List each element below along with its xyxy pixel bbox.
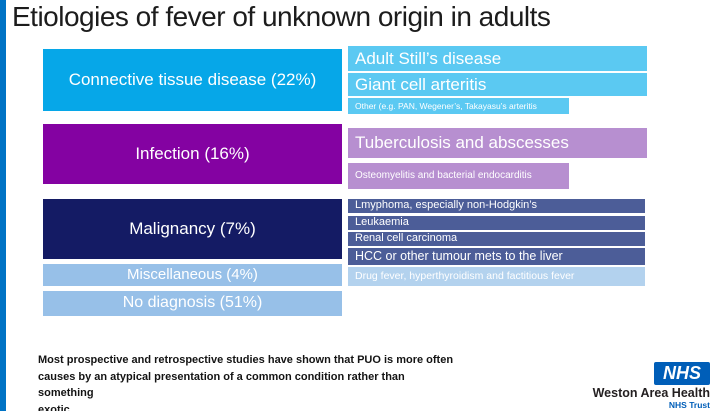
category-box-miscellaneous: Miscellaneous (4%) [43,264,342,286]
category-box-no-diagnosis: No diagnosis (51%) [43,291,342,316]
category-box-malignancy: Malignancy (7%) [43,199,342,259]
category-box-infection: Infection (16%) [43,124,342,184]
detail-box-renal-cell-carcinoma: Renal cell carcinoma [348,232,645,246]
detail-box-tuberculosis-abscesses: Tuberculosis and abscesses [348,128,647,158]
category-box-connective-tissue-disease: Connective tissue disease (22%) [43,49,342,111]
detail-box-drug-fever: Drug fever, hyperthyroidism and factitio… [348,267,645,286]
footnote: Most prospective and retrospective studi… [38,352,458,411]
footnote-line-3: exotic [38,403,70,411]
footnote-line-1: Most prospective and retrospective studi… [38,354,454,366]
detail-box-leukaemia: Leukaemia [348,216,645,230]
trust-sub-label: NHS Trust [668,400,710,410]
trust-org-name: Weston Area Health [592,386,710,400]
nhs-logo: NHS [654,362,710,385]
footnote-line-2: causes by an atypical presentation of a … [38,370,405,400]
detail-box-other-vasculitides: Other (e.g. PAN, Wegener’s, Takayasu’s a… [348,98,569,114]
detail-box-adult-stills-disease: Adult Still’s disease [348,46,647,71]
detail-box-lymphoma: Lmyphoma, especially non-Hodgkin’s [348,199,645,213]
slide-edge-accent-bar [0,0,6,411]
page-title: Etiologies of fever of unknown origin in… [12,1,551,32]
detail-box-hcc-liver-mets: HCC or other tumour mets to the liver [348,248,645,265]
detail-box-giant-cell-arteritis: Giant cell arteritis [348,73,647,96]
detail-box-osteomyelitis-endocarditis: Osteomyelitis and bacterial endocarditis [348,163,569,189]
